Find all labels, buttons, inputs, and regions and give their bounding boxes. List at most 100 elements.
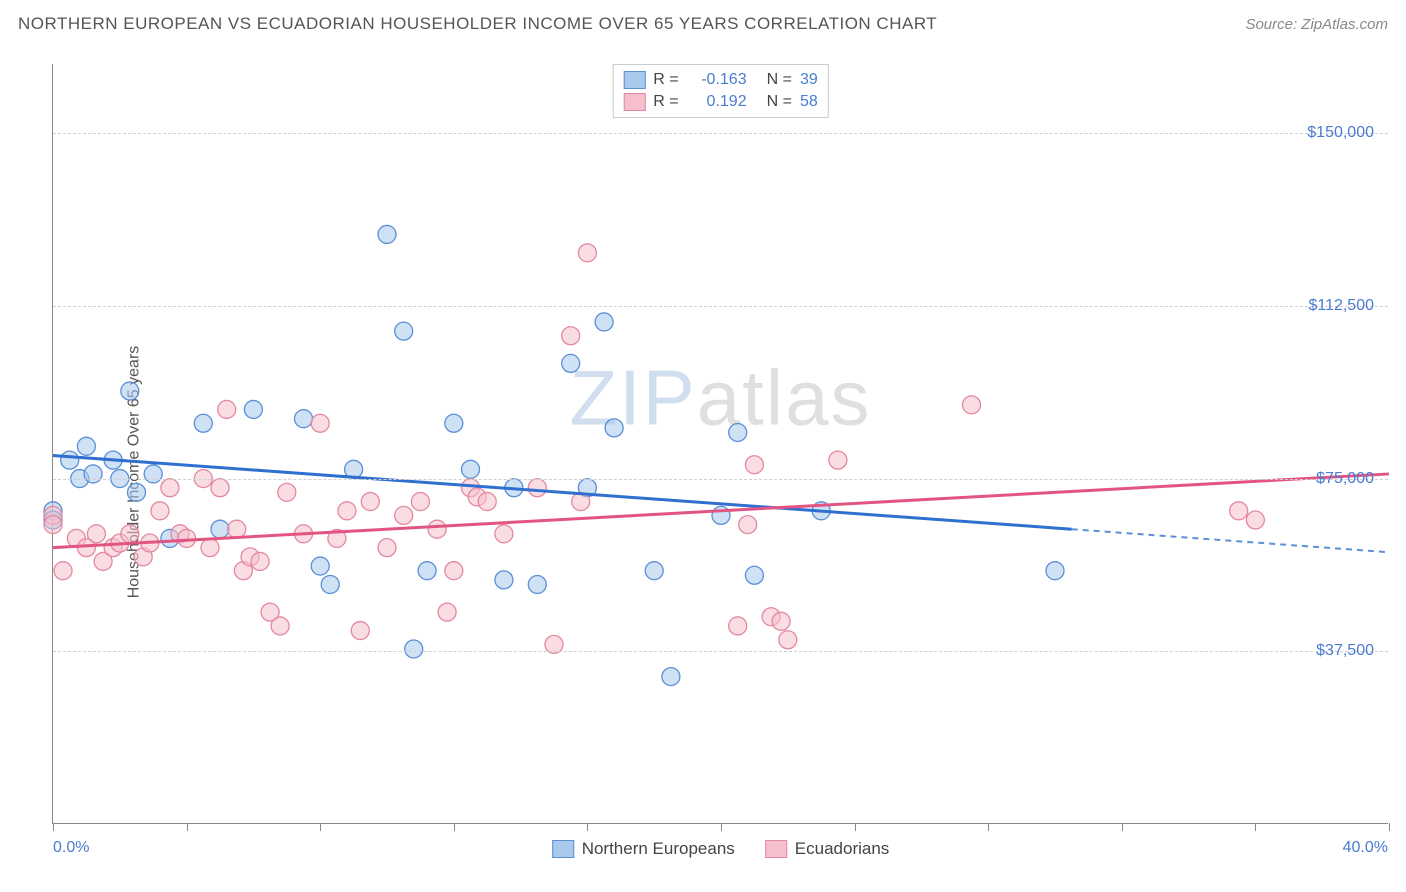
scatter-point: [729, 423, 747, 441]
scatter-point: [321, 575, 339, 593]
scatter-point: [77, 437, 95, 455]
scatter-point: [244, 400, 262, 418]
scatter-point: [278, 483, 296, 501]
legend-swatch: [623, 71, 645, 89]
scatter-point: [144, 465, 162, 483]
scatter-point: [445, 414, 463, 432]
scatter-point: [378, 225, 396, 243]
scatter-point: [745, 566, 763, 584]
scatter-point: [578, 244, 596, 262]
scatter-point: [963, 396, 981, 414]
y-tick-label: $75,000: [1316, 470, 1374, 488]
scatter-point: [54, 562, 72, 580]
scatter-point: [495, 525, 513, 543]
scatter-point: [228, 520, 246, 538]
trend-line: [53, 474, 1389, 548]
scatter-point: [251, 552, 269, 570]
r-value: 0.192: [687, 93, 747, 111]
r-value: -0.163: [687, 71, 747, 89]
scatter-point: [61, 451, 79, 469]
scatter-point: [418, 562, 436, 580]
x-tick: [454, 823, 455, 831]
scatter-point: [438, 603, 456, 621]
scatter-point: [121, 382, 139, 400]
y-tick-label: $112,500: [1308, 297, 1374, 315]
scatter-point: [395, 506, 413, 524]
legend-label: Ecuadorians: [795, 839, 890, 859]
scatter-point: [745, 456, 763, 474]
r-label: R =: [653, 93, 678, 111]
scatter-point: [528, 575, 546, 593]
scatter-point: [128, 483, 146, 501]
scatter-point: [87, 525, 105, 543]
scatter-point: [605, 419, 623, 437]
n-value: 58: [800, 93, 818, 111]
x-tick: [1122, 823, 1123, 831]
scatter-point: [528, 479, 546, 497]
legend-label: Northern Europeans: [582, 839, 735, 859]
scatter-point: [311, 557, 329, 575]
x-tick: [855, 823, 856, 831]
legend-item: Northern Europeans: [552, 839, 735, 859]
scatter-point: [378, 539, 396, 557]
x-tick: [1389, 823, 1390, 831]
n-label: N =: [767, 93, 792, 111]
scatter-point: [411, 493, 429, 511]
scatter-svg: [53, 64, 1388, 823]
n-label: N =: [767, 71, 792, 89]
y-tick-label: $37,500: [1316, 642, 1374, 660]
scatter-point: [495, 571, 513, 589]
gridline: [53, 479, 1388, 480]
legend-row: R =-0.163N =39: [623, 69, 817, 91]
scatter-point: [84, 465, 102, 483]
scatter-point: [779, 631, 797, 649]
chart-source: Source: ZipAtlas.com: [1245, 16, 1388, 33]
scatter-point: [595, 313, 613, 331]
gridline: [53, 306, 1388, 307]
scatter-point: [662, 668, 680, 686]
correlation-legend: R =-0.163N =39R =0.192N =58: [612, 64, 828, 118]
scatter-point: [218, 400, 236, 418]
x-tick: [721, 823, 722, 831]
x-tick: [1255, 823, 1256, 831]
legend-swatch: [765, 840, 787, 858]
scatter-point: [1046, 562, 1064, 580]
gridline: [53, 133, 1388, 134]
scatter-point: [739, 516, 757, 534]
x-tick: [53, 823, 54, 831]
x-tick: [187, 823, 188, 831]
scatter-point: [428, 520, 446, 538]
scatter-point: [271, 617, 289, 635]
scatter-point: [829, 451, 847, 469]
scatter-point: [361, 493, 379, 511]
scatter-point: [405, 640, 423, 658]
scatter-point: [562, 327, 580, 345]
legend-swatch: [623, 93, 645, 111]
legend-swatch: [552, 840, 574, 858]
y-tick-label: $150,000: [1307, 124, 1374, 142]
scatter-point: [445, 562, 463, 580]
scatter-point: [351, 622, 369, 640]
x-min-label: 0.0%: [53, 839, 89, 857]
legend-item: Ecuadorians: [765, 839, 890, 859]
scatter-point: [211, 479, 229, 497]
scatter-point: [562, 354, 580, 372]
r-label: R =: [653, 71, 678, 89]
x-max-label: 40.0%: [1343, 839, 1388, 857]
scatter-point: [295, 410, 313, 428]
x-tick: [320, 823, 321, 831]
x-tick: [587, 823, 588, 831]
scatter-point: [194, 414, 212, 432]
scatter-point: [772, 612, 790, 630]
gridline: [53, 651, 1388, 652]
scatter-point: [44, 516, 62, 534]
x-tick: [988, 823, 989, 831]
legend-row: R = 0.192 N = 58: [623, 91, 817, 113]
scatter-point: [395, 322, 413, 340]
plot-area: ZIPatlas R =-0.163N =39R =0.192N =58 Nor…: [52, 64, 1388, 824]
scatter-point: [1246, 511, 1264, 529]
scatter-point: [121, 525, 139, 543]
scatter-point: [211, 520, 229, 538]
scatter-point: [201, 539, 219, 557]
chart-container: Householder Income Over 65 years ZIPatla…: [0, 52, 1406, 892]
